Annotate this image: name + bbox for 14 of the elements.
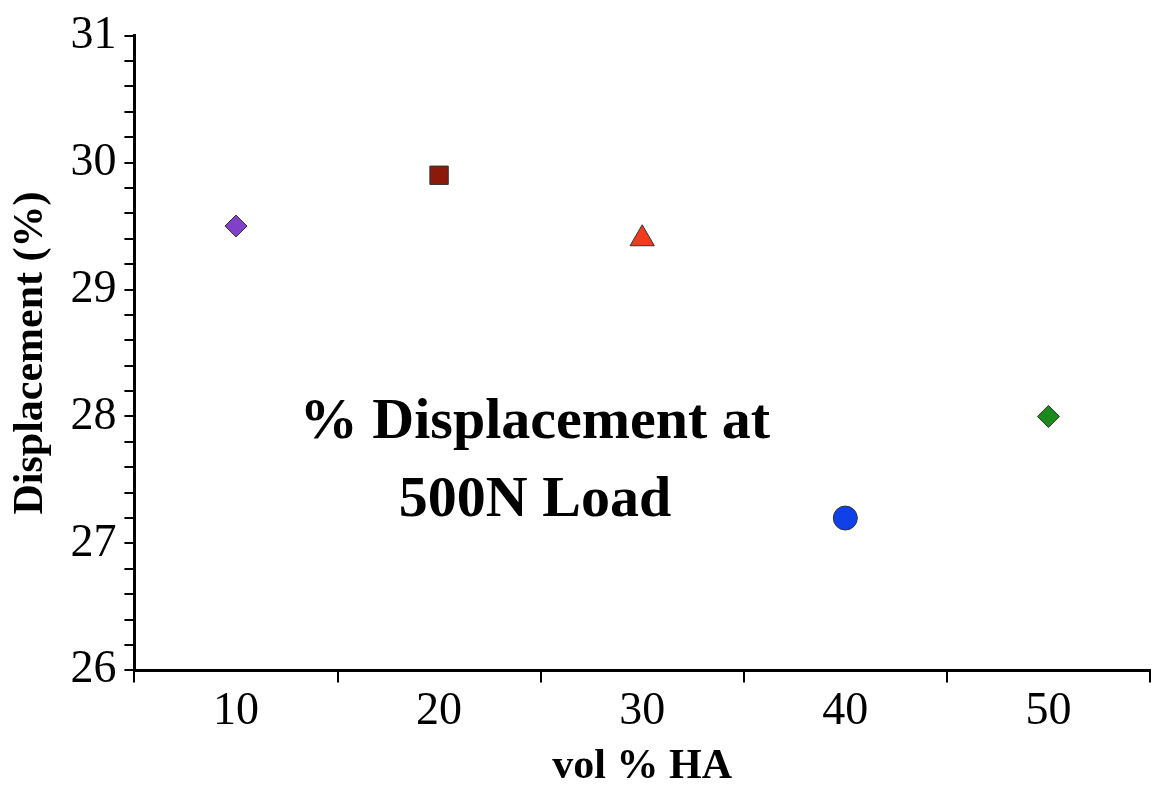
x-axis-title: vol % HA	[552, 740, 733, 787]
x-tick-label: 40	[822, 683, 869, 735]
x-tick-label: 50	[1025, 683, 1072, 735]
x-tick-label: 20	[416, 683, 463, 735]
annotation: % Displacement at 500N Load	[298, 385, 772, 531]
y-tick-label: 30	[70, 133, 117, 185]
y-tick-label: 27	[70, 514, 117, 566]
y-tick-label: 29	[70, 260, 117, 312]
y-tick-label: 26	[70, 641, 117, 693]
x-tick-label: 10	[212, 683, 259, 735]
y-axis-title: Displacement (%)	[5, 191, 53, 515]
x-tick-label: 30	[619, 683, 666, 735]
y-tick-label: 28	[70, 387, 117, 439]
y-tick-label: 31	[70, 6, 117, 58]
